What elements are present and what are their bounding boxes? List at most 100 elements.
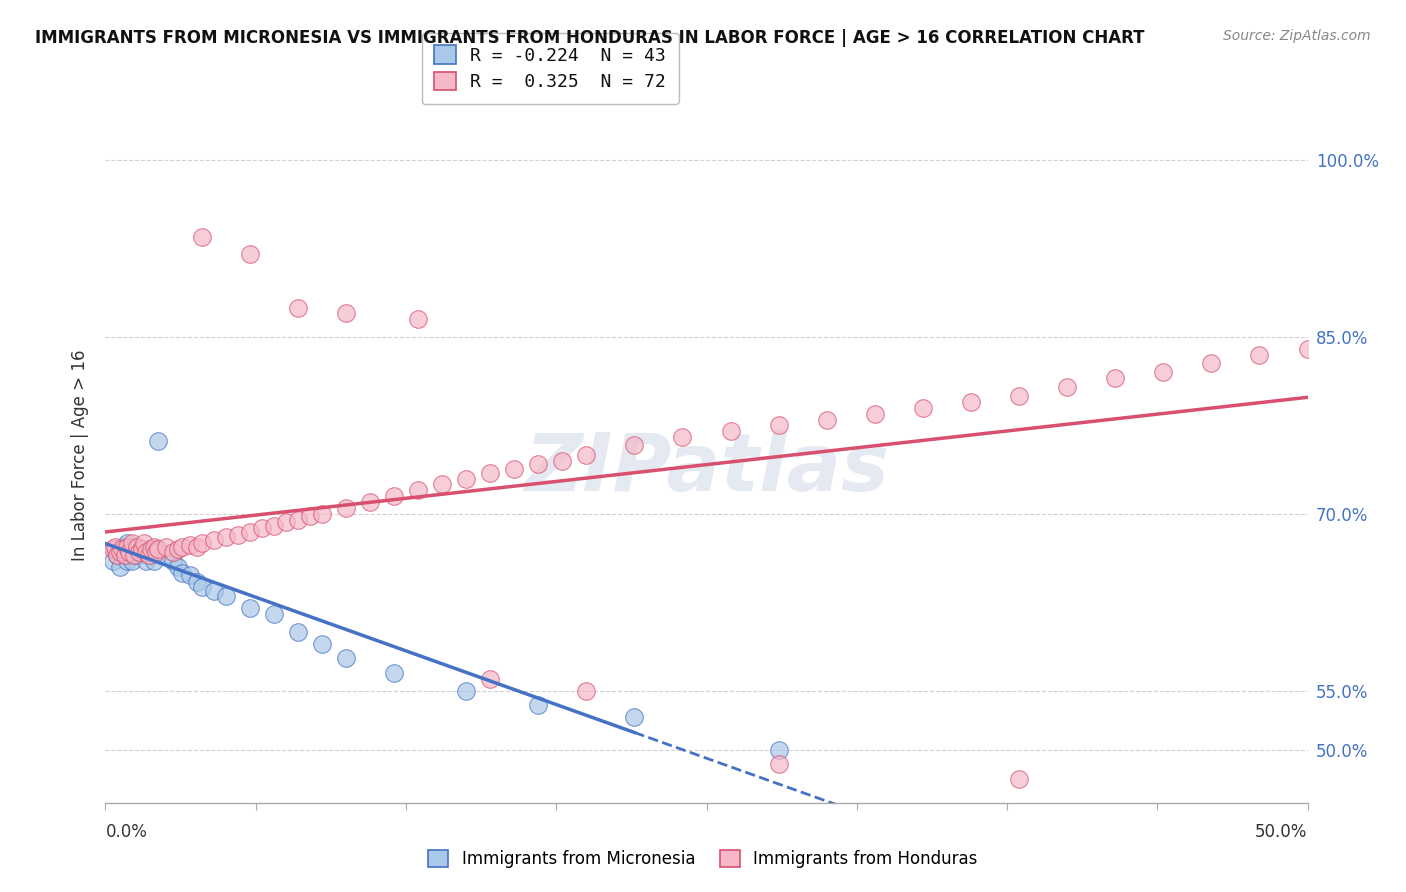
Legend: Immigrants from Micronesia, Immigrants from Honduras: Immigrants from Micronesia, Immigrants f…: [420, 842, 986, 877]
Point: [406, 483, 429, 498]
Point: [960, 395, 983, 409]
Point: [148, 542, 170, 557]
Point: [263, 518, 285, 533]
Point: [142, 540, 165, 554]
Point: [145, 542, 167, 557]
Point: [145, 544, 167, 558]
Point: [104, 540, 127, 554]
Point: [454, 471, 477, 485]
Point: [186, 575, 208, 590]
Point: [108, 560, 131, 574]
Point: [172, 566, 194, 580]
Text: Source: ZipAtlas.com: Source: ZipAtlas.com: [1223, 29, 1371, 43]
Point: [1249, 348, 1271, 362]
Point: [125, 548, 148, 562]
Point: [671, 430, 693, 444]
Point: [131, 542, 153, 557]
Point: [287, 301, 309, 315]
Point: [911, 401, 934, 415]
Point: [298, 509, 321, 524]
Point: [179, 568, 201, 582]
Point: [125, 540, 148, 554]
Point: [623, 709, 645, 723]
Point: [1104, 371, 1126, 385]
Point: [287, 513, 309, 527]
Point: [406, 312, 429, 326]
Point: [101, 542, 124, 557]
Point: [131, 542, 153, 557]
Point: [527, 458, 550, 472]
Point: [114, 548, 136, 562]
Point: [115, 540, 138, 554]
Point: [335, 306, 357, 320]
Point: [551, 454, 574, 468]
Point: [111, 540, 134, 554]
Text: ZIPatlas: ZIPatlas: [524, 430, 889, 508]
Point: [202, 533, 225, 547]
Text: 50.0%: 50.0%: [1256, 822, 1308, 840]
Text: IMMIGRANTS FROM MICRONESIA VS IMMIGRANTS FROM HONDURAS IN LABOR FORCE | AGE > 16: IMMIGRANTS FROM MICRONESIA VS IMMIGRANTS…: [35, 29, 1144, 46]
Point: [166, 542, 188, 557]
Point: [148, 434, 170, 448]
Point: [1201, 356, 1223, 370]
Point: [132, 536, 155, 550]
Point: [575, 683, 598, 698]
Point: [118, 548, 141, 562]
Point: [186, 540, 208, 554]
Point: [118, 542, 141, 557]
Point: [226, 528, 249, 542]
Point: [503, 462, 526, 476]
Point: [1296, 342, 1319, 356]
Point: [239, 247, 262, 261]
Point: [1008, 772, 1031, 787]
Point: [118, 544, 141, 558]
Point: [527, 698, 550, 712]
Point: [335, 650, 357, 665]
Point: [108, 544, 131, 558]
Point: [454, 683, 477, 698]
Point: [863, 407, 886, 421]
Point: [166, 560, 188, 574]
Point: [111, 544, 134, 558]
Point: [162, 554, 184, 568]
Point: [107, 548, 129, 562]
Point: [768, 756, 790, 771]
Point: [135, 554, 157, 568]
Point: [128, 544, 150, 558]
Point: [179, 537, 201, 551]
Point: [250, 521, 273, 535]
Point: [1056, 379, 1078, 393]
Point: [623, 438, 645, 452]
Point: [311, 507, 333, 521]
Point: [111, 542, 134, 557]
Point: [720, 425, 742, 439]
Point: [214, 590, 236, 604]
Point: [202, 583, 225, 598]
Point: [239, 524, 262, 539]
Point: [125, 540, 148, 554]
Point: [155, 540, 177, 554]
Text: 0.0%: 0.0%: [105, 822, 148, 840]
Point: [124, 548, 146, 562]
Point: [121, 536, 143, 550]
Point: [815, 412, 838, 426]
Point: [190, 580, 212, 594]
Point: [138, 542, 160, 557]
Point: [359, 495, 381, 509]
Point: [121, 554, 143, 568]
Point: [382, 489, 405, 503]
Point: [139, 548, 162, 562]
Point: [139, 542, 162, 557]
Point: [311, 637, 333, 651]
Point: [101, 554, 124, 568]
Point: [287, 624, 309, 639]
Point: [124, 542, 146, 557]
Point: [132, 547, 155, 561]
Point: [162, 544, 184, 558]
Point: [479, 672, 502, 686]
Point: [382, 666, 405, 681]
Point: [1152, 365, 1174, 379]
Point: [135, 544, 157, 558]
Legend: R = -0.224  N = 43, R =  0.325  N = 72: R = -0.224 N = 43, R = 0.325 N = 72: [422, 33, 679, 103]
Point: [142, 554, 165, 568]
